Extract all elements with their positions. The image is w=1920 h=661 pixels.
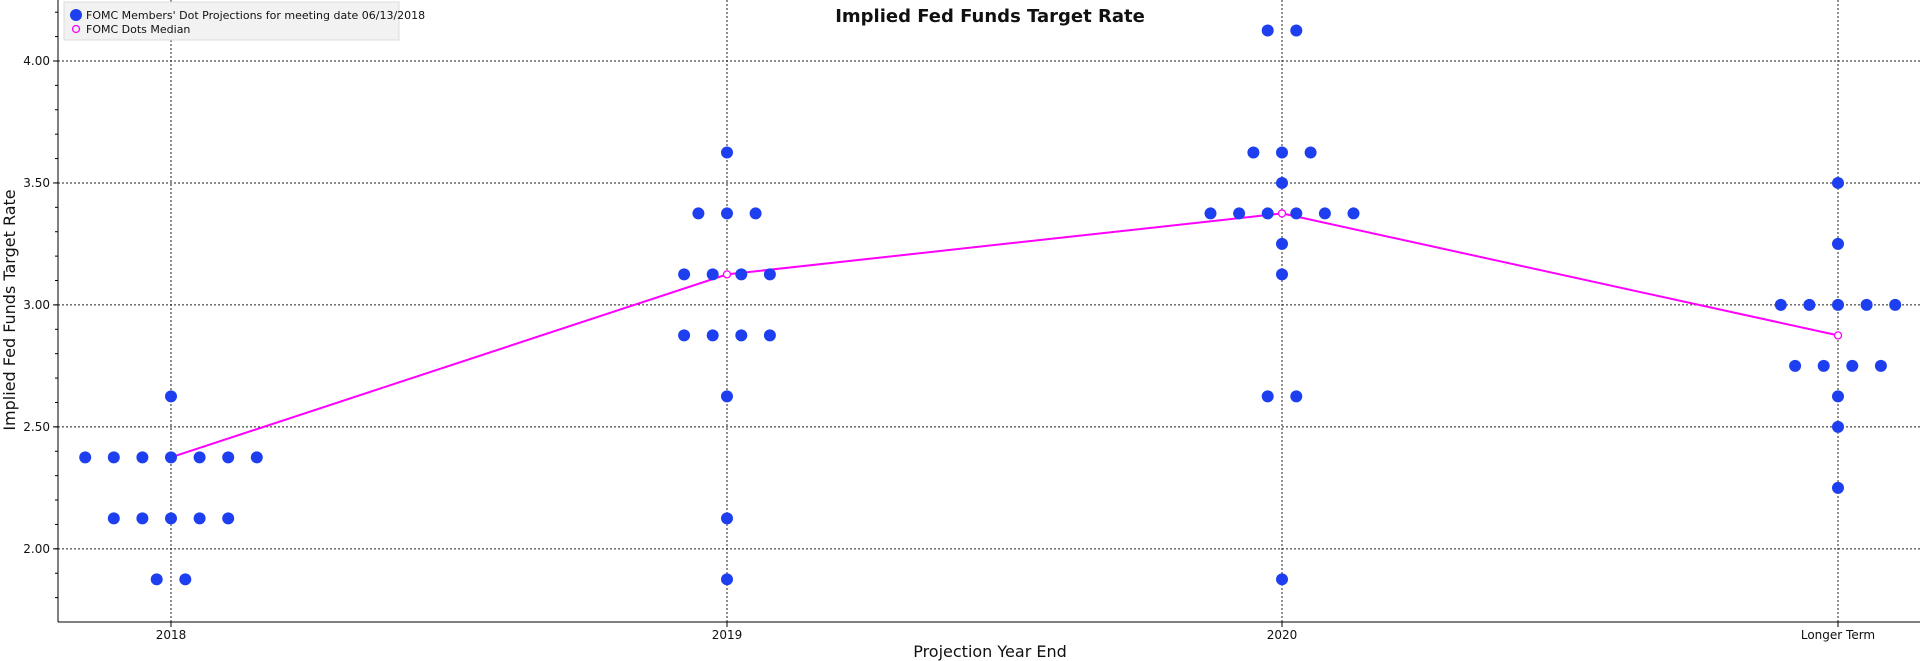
dot-2018-2-125 [193,512,206,525]
dot-2019-2-875 [706,329,719,342]
axes-layer [57,0,1920,623]
dot-2019-2-125 [721,512,733,525]
legend-median-marker [71,24,81,34]
y-tick-label-2-50: 2.50 [23,420,50,434]
median-point-2019 [722,270,732,279]
dot-2020-3-5 [1276,176,1288,189]
dot-2019-3-125 [763,268,776,281]
y-tick-label-4-00: 4.00 [23,54,50,68]
y-tick-labels: 2.00 2.50 3.00 3.50 4.00 [23,54,50,556]
dot-2019-3-375 [749,207,762,220]
dot-2020-2-625 [1290,390,1303,403]
dot-longer-term-3-0 [1860,298,1873,311]
x-tick-label-2018: 2018 [156,628,187,642]
dot-2019-3-375 [721,207,733,220]
dot-2019-2-875 [678,329,691,342]
x-axis-title: Projection Year End [913,642,1067,661]
y-tick-label-2-00: 2.00 [23,542,50,556]
dot-2020-3-375 [1204,207,1217,220]
median-point-2020 [1277,209,1287,218]
x-tick-label-longer-term: Longer Term [1801,628,1875,642]
legend-dot-marker [70,9,82,21]
dot-longer-term-2-75 [1874,359,1887,372]
dot-2018-1-875 [150,573,163,586]
legend-label-dot-projections: FOMC Members' Dot Projections for meetin… [86,9,425,22]
y-tick-label-3-00: 3.00 [23,298,50,312]
y-tick-label-3-50: 3.50 [23,176,50,190]
dot-2020-4-125 [1290,24,1303,37]
dot-2020-3-375 [1233,207,1246,220]
dot-longer-term-2-75 [1846,359,1859,372]
dot-2018-2-125 [107,512,120,525]
dot-2018-2-125 [136,512,149,525]
chart-title: Implied Fed Funds Target Rate [835,6,1145,27]
legend-label-dots-median: FOMC Dots Median [86,23,190,36]
dot-2019-2-875 [735,329,748,342]
dot-2020-3-625 [1304,146,1317,159]
dot-2018-2-375 [222,451,235,464]
dot-longer-term-3-0 [1803,298,1816,311]
dot-longer-term-2-25 [1832,481,1844,494]
dot-2020-3-25 [1276,237,1288,250]
dot-2018-1-875 [179,573,192,586]
dot-2019-3-625 [721,146,733,159]
dot-2018-2-125 [165,512,177,525]
legend: FOMC Members' Dot Projections for meetin… [63,1,425,41]
x-tick-labels: 2018 2019 2020 Longer Term [156,628,1875,642]
x-tick-label-2020: 2020 [1267,628,1298,642]
dot-longer-term-3-0 [1889,298,1902,311]
dot-2019-3-125 [706,268,719,281]
dot-2019-2-625 [721,390,733,403]
dot-2019-3-125 [678,268,691,281]
median-line [170,212,1839,459]
dot-2018-2-375 [250,451,263,464]
dot-2018-2-375 [165,451,177,464]
dot-longer-term-2-75 [1817,359,1830,372]
dot-longer-term-2-75 [1789,359,1802,372]
dot-2019-1-875 [721,573,733,586]
dot-longer-term-2-5 [1832,420,1844,433]
dot-2019-3-375 [692,207,705,220]
dot-2020-3-375 [1347,207,1360,220]
dot-2020-2-625 [1261,390,1274,403]
dot-longer-term-2-625 [1832,390,1844,403]
y-axis-title: Implied Fed Funds Target Rate [0,189,19,430]
dot-projections-layer [79,24,1902,586]
dot-2018-2-625 [165,390,177,403]
dot-2018-2-375 [193,451,206,464]
dot-longer-term-3-0 [1832,298,1844,311]
dot-longer-term-3-25 [1832,237,1844,250]
median-point-longer-term [1833,331,1843,340]
dot-2018-2-375 [136,451,149,464]
x-tick-label-2019: 2019 [712,628,743,642]
dot-2020-3-375 [1261,207,1274,220]
dot-2019-2-875 [763,329,776,342]
dot-2020-3-375 [1318,207,1331,220]
dot-2019-3-125 [735,268,748,281]
dot-2020-1-875 [1276,573,1288,586]
dot-2020-3-625 [1276,146,1288,159]
dot-2020-3-625 [1247,146,1260,159]
dot-2018-2-375 [79,451,92,464]
dot-2020-4-125 [1261,24,1274,37]
dot-2018-2-375 [107,451,120,464]
dot-longer-term-3-0 [1774,298,1787,311]
dot-2018-2-125 [222,512,235,525]
dot-2020-3-375 [1290,207,1303,220]
dot-longer-term-3-5 [1832,176,1844,189]
dot-2020-3-125 [1276,268,1288,281]
legend-background [63,1,400,41]
